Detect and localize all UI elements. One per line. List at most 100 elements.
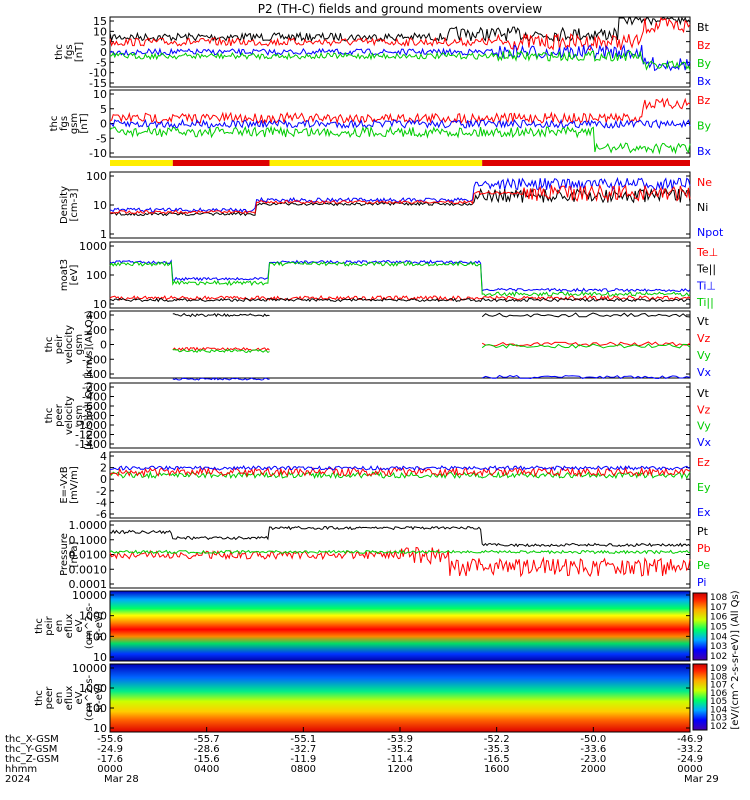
trace-15 — [109, 466, 691, 478]
colorbar-tick: 107 — [710, 681, 727, 691]
y-axis-label: [cm-3] — [69, 188, 80, 221]
legend-By: By — [697, 57, 712, 70]
mode-segment-2 — [269, 160, 483, 166]
plot-title: P2 (TH-C) fields and ground moments over… — [258, 2, 543, 16]
y-axis-label: thc — [34, 690, 45, 706]
legend-Vx: Vx — [697, 436, 712, 449]
x-tick-label: -23.0 — [580, 754, 606, 765]
colorbar-1 — [692, 592, 708, 661]
x-tick-label: -11.4 — [387, 754, 413, 765]
y-tick-label: 400 — [86, 309, 107, 322]
y-axis-label: eflux — [64, 614, 75, 639]
legend-Pb: Pb — [697, 542, 711, 555]
y-axis-label: [nT] — [79, 113, 90, 133]
legend-Bz: Bz — [697, 94, 711, 107]
x-tick-label: -15.6 — [194, 754, 220, 765]
legend-Vz: Vz — [697, 403, 711, 416]
x-tick-label: 1200 — [387, 764, 412, 775]
colorbar-tick: 102 — [710, 722, 727, 732]
legend-Vy: Vy — [697, 420, 711, 433]
colorbar-label: [eV/(cm^2-s-sr-eV)] (All Qs) — [730, 590, 741, 729]
y-axis-label: peir — [54, 334, 65, 354]
y-axis-label: [eV] — [69, 265, 80, 286]
y-axis-label: moat3 — [59, 259, 70, 291]
colorbar-tick: 102 — [710, 652, 727, 662]
trace-16 — [109, 465, 690, 472]
trace-10 — [109, 259, 691, 293]
trace-17 — [109, 525, 691, 548]
y-tick-label: -5 — [96, 132, 107, 145]
y-axis-label: (cm^2-s- — [84, 602, 95, 649]
vy-segment-a — [172, 348, 270, 354]
legend-Bx: Bx — [697, 145, 712, 158]
x-tick-label: -53.9 — [387, 734, 413, 745]
y-axis-label: [km/s](All Qs) — [84, 381, 95, 449]
legend-Bx: Bx — [697, 75, 712, 88]
panel-10: 10000 1000 100 10 thc peer en eflux eV (cm^2-s-sr… — [34, 662, 691, 735]
x-tick-label: -52.2 — [484, 734, 510, 745]
x-tick-label: -46.9 — [677, 734, 703, 745]
y-tick-label: 10000 — [72, 662, 107, 675]
y-tick-label: -200 — [82, 381, 107, 394]
y-tick-label: 4 — [100, 450, 107, 463]
x-row-label: thc_X-GSM — [5, 734, 59, 745]
y-axis-label: Pressure — [59, 533, 70, 576]
y-axis-label: sr-eV) — [94, 611, 105, 640]
legend-Vt: Vt — [697, 315, 710, 328]
y-tick-label: 0 — [100, 118, 107, 131]
y-tick-label: -800 — [82, 410, 107, 423]
y-tick-label: 2 — [100, 462, 107, 475]
x-tick-label: -33.6 — [580, 744, 606, 755]
panel-frame — [109, 16, 691, 88]
panel-frame — [109, 89, 691, 158]
x-tick-label: -55.6 — [97, 734, 123, 745]
legend-Npot: Npot — [697, 226, 724, 239]
trace-13 — [109, 297, 691, 303]
y-tick-label: -10 — [89, 67, 107, 80]
panel-4: 1000 100 10 moat3 [eV] Te⊥ Te|| Ti⊥ Ti|| — [59, 240, 718, 311]
trace-0 — [109, 16, 691, 43]
trace-11 — [109, 260, 691, 298]
x-tick-label: -11.9 — [290, 754, 316, 765]
legend-Vz: Vz — [697, 332, 711, 345]
y-tick-label: 0 — [100, 46, 107, 59]
y-tick-label: -5 — [96, 56, 107, 69]
trace-6 — [109, 125, 691, 155]
legend-Pe: Pe — [697, 559, 710, 572]
panel-frame — [109, 520, 691, 589]
x-tick-label: -16.5 — [484, 754, 510, 765]
panel-frame — [109, 451, 691, 519]
y-tick-label: -1400 — [75, 438, 107, 451]
vz-segment-b — [481, 341, 691, 347]
y-tick-label: 100 — [86, 630, 107, 643]
ion-spectrogram — [110, 591, 690, 661]
y-tick-label: 10 — [93, 722, 107, 735]
legend-Ti||: Ti|| — [696, 296, 714, 309]
electron-spectrogram — [110, 664, 690, 732]
colorbar-tick: 108 — [710, 672, 727, 682]
legend-Pt: Pt — [697, 525, 709, 538]
x-tick-label: -24.9 — [677, 754, 703, 765]
y-axis-label: [mV/m] — [69, 466, 80, 504]
colorbar-tick: 104 — [710, 632, 727, 642]
trace-8 — [109, 187, 691, 217]
colorbar-tick: 103 — [710, 714, 727, 724]
vx-segment-a — [172, 377, 270, 381]
legend-Te⊥: Te⊥ — [696, 246, 718, 259]
x-tick-label: -32.7 — [290, 744, 316, 755]
y-tick-label: 10 — [93, 25, 107, 38]
y-axis-label: velocity — [64, 325, 75, 364]
legend-Ez: Ez — [697, 456, 710, 469]
colorbar-tick: 109 — [710, 664, 727, 674]
y-axis-label: en — [54, 692, 65, 705]
y-tick-label: 5 — [100, 103, 107, 116]
y-axis-label: thc — [49, 116, 60, 132]
panel-3: 100 10 1 Density [cm-3] Ne Ni Npot — [59, 170, 724, 241]
y-tick-label: 0 — [100, 473, 107, 486]
y-tick-label: -15 — [89, 77, 107, 90]
legend-Te||: Te|| — [696, 263, 716, 276]
